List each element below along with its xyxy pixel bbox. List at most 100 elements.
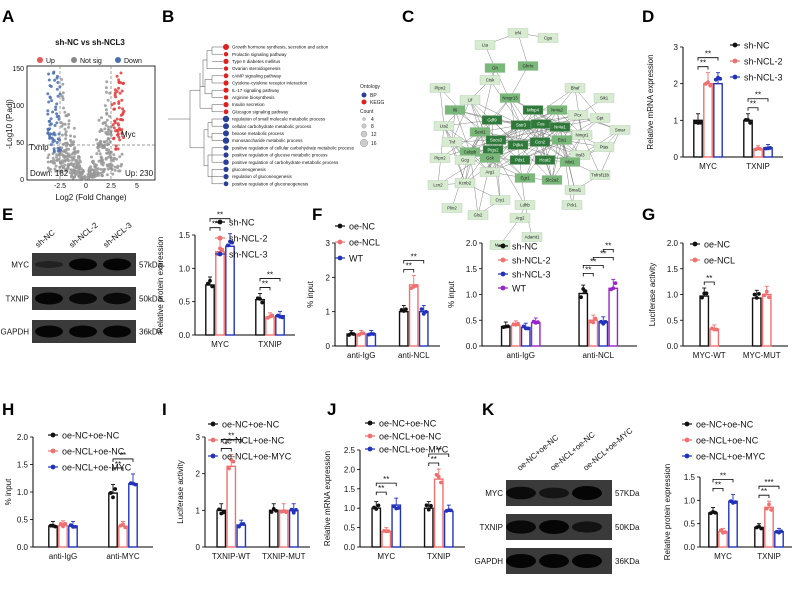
network-edge [454, 109, 471, 153]
sig-label: ** [600, 249, 606, 258]
volcano-point [104, 157, 108, 161]
network-node-label: Cga [544, 36, 552, 41]
volcano-point [51, 156, 55, 160]
volcano-xticks: -2.5 0 2.5 5 [54, 183, 139, 190]
bar [608, 287, 619, 347]
network-node-label: Mapk [495, 243, 506, 248]
data-point [767, 502, 771, 507]
blot-band [539, 487, 569, 499]
sig-bracket [259, 278, 281, 282]
legend-marker [684, 453, 690, 459]
network-node-label: Lta2 [440, 124, 449, 129]
volcano-point [49, 122, 53, 126]
network-node [564, 83, 586, 93]
bar [48, 525, 58, 548]
volcano-point [111, 123, 115, 127]
data-point [706, 80, 710, 85]
y-tick-label: 0.0 [179, 331, 191, 340]
volcano-point [102, 161, 106, 165]
volcano-point [104, 131, 108, 134]
sig-bracket [209, 218, 231, 222]
volcano-point [72, 155, 76, 159]
bar [255, 298, 265, 336]
network-edge [443, 125, 491, 159]
sig-bracket [403, 260, 425, 264]
term-label: positive regulation of cellular carbohyd… [232, 145, 355, 150]
term-dot [223, 166, 229, 172]
data-point [769, 508, 774, 512]
panel-f2-chart: 0.0 0.5 1.0 1.5 2.0 % input anti-IgG anti-NCL **… [447, 239, 637, 360]
sig-bracket [697, 57, 719, 61]
panel-b-enrichment: Growth hormone synthesis, secretion and … [168, 44, 385, 186]
volcano-point [117, 169, 121, 173]
band-name: GAPDH [475, 557, 504, 566]
sig-label: ** [715, 480, 721, 489]
volcano-point [67, 147, 70, 151]
y-tick-label: 1.0 [17, 488, 29, 497]
band-kda: 36kDa [139, 328, 163, 337]
bar [265, 316, 275, 336]
network-node [561, 200, 583, 210]
network-node [441, 203, 463, 213]
sig-label: * [225, 440, 228, 449]
sig-label: ** [383, 475, 389, 484]
volcano-point [105, 151, 109, 155]
volcano-point [112, 137, 115, 141]
volcano-point [75, 158, 79, 162]
data-point [748, 120, 753, 125]
legend-marker [217, 219, 223, 225]
data-point [603, 319, 608, 324]
panel-label-a: A [2, 7, 14, 26]
count-8: 8 [371, 124, 374, 130]
legend-marker [210, 453, 216, 459]
volcano-point [51, 110, 55, 114]
volcano-point [97, 118, 101, 122]
bar [699, 295, 710, 347]
sig-bracket [403, 269, 415, 273]
xtick: 0 [84, 183, 88, 190]
term-dot [223, 80, 229, 86]
data-point [376, 503, 381, 508]
band-name: TXNIP [5, 295, 29, 304]
blot-band [103, 325, 131, 338]
legend-marker [732, 58, 738, 64]
network-node-label: Ptgs2 [488, 148, 500, 153]
x-tick-label: MYC-WT [693, 351, 726, 360]
volcano-point [74, 162, 78, 165]
volcano-point [60, 146, 64, 150]
network-node [609, 125, 631, 135]
count-8-dot [361, 123, 367, 129]
network-node-label: Irf4 [515, 31, 522, 36]
volcano-point [106, 164, 110, 168]
volcano-point [92, 171, 96, 175]
x-tick-label: TXNIP-WT [212, 552, 251, 561]
ytick: 150 [12, 66, 24, 73]
volcano-point [56, 94, 60, 98]
y-tick-label: 0.5 [344, 524, 356, 533]
data-point [53, 524, 58, 529]
network-node-label: Cebpb [464, 150, 477, 155]
network-node [474, 40, 496, 50]
volcano-point [119, 71, 123, 75]
term-dot [222, 115, 230, 123]
volcano-point [89, 168, 93, 172]
legend-label: sh-NC [229, 218, 255, 228]
volcano-point [107, 125, 111, 129]
legend-marker [684, 437, 690, 443]
term-label: positive regulation of gluconeogenesis [232, 181, 309, 186]
panel-e-western-blot: sh-NC sh-NCL-2 sh-NCL-3 MYC 57kDa TXNIP 50kDa G… [1, 220, 163, 343]
sig-label: ** [267, 270, 273, 279]
panel-label-h: H [2, 400, 14, 419]
panel-j-chart: 0.0 0.5 1.0 1.5 2.0 2.5 Relative mRNA expressi… [323, 419, 465, 561]
network-node [534, 155, 556, 165]
blot-band [572, 554, 602, 568]
volcano-point [46, 127, 50, 131]
sig-bracket [602, 248, 614, 253]
data-point [426, 507, 431, 512]
legend-notsig-dot [71, 57, 77, 63]
volcano-point [59, 169, 63, 173]
y-tick-label: 1.5 [344, 485, 356, 494]
volcano-point [51, 140, 55, 144]
